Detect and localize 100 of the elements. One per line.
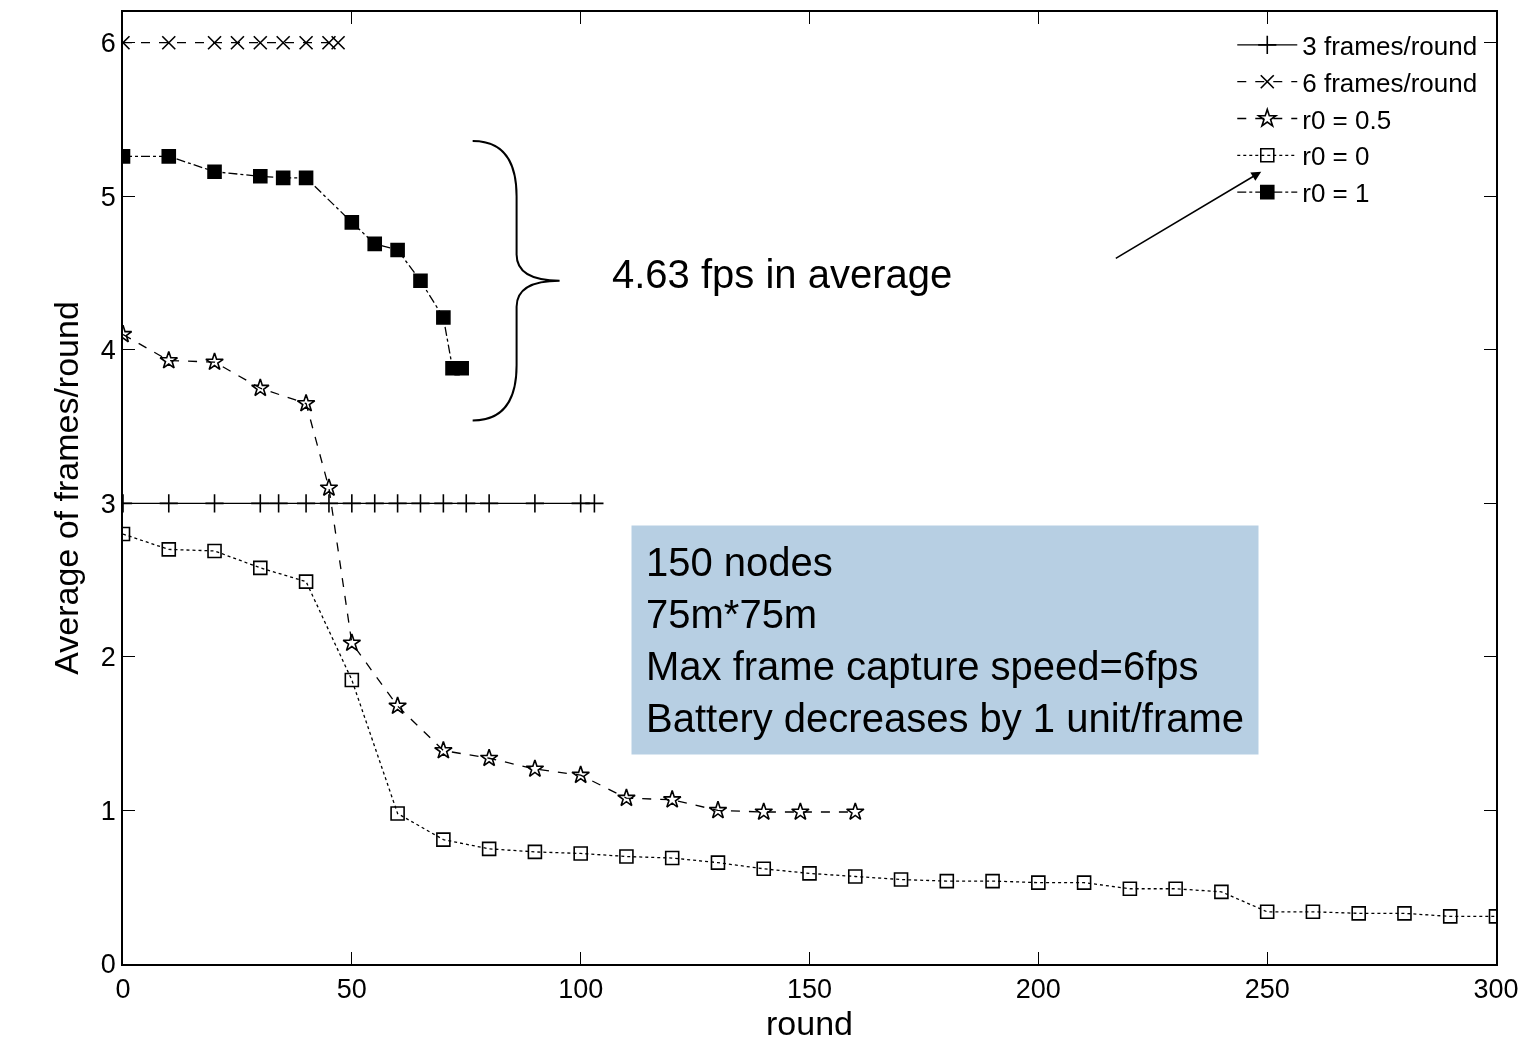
point <box>253 169 268 184</box>
point <box>710 855 726 870</box>
point <box>1351 906 1366 921</box>
point <box>1168 881 1183 897</box>
point <box>1122 881 1138 897</box>
point <box>479 493 500 514</box>
point <box>275 35 291 51</box>
point <box>205 352 224 371</box>
point <box>250 493 271 514</box>
legend-label: r0 = 0.5 <box>1302 104 1392 135</box>
legend-label: r0 = 0 <box>1302 141 1370 172</box>
point <box>1031 875 1046 890</box>
point <box>708 800 728 819</box>
point <box>275 170 291 186</box>
point <box>413 273 428 289</box>
point <box>250 378 270 397</box>
point <box>161 149 177 164</box>
y-tick-label: 1 <box>100 795 116 826</box>
point <box>298 574 314 589</box>
point <box>619 849 634 864</box>
point <box>454 360 469 376</box>
point <box>573 846 588 861</box>
point <box>525 493 545 514</box>
y-tick-label: 0 <box>100 949 116 980</box>
legend-label: 6 frames/round <box>1302 67 1478 98</box>
point <box>1397 906 1412 921</box>
point <box>230 35 245 51</box>
point <box>388 696 408 715</box>
point <box>367 236 383 252</box>
point <box>985 873 1000 889</box>
point <box>390 806 405 821</box>
point <box>584 493 605 514</box>
point <box>159 350 179 369</box>
point <box>204 493 225 514</box>
point <box>527 844 543 860</box>
x-tick-label: 100 <box>558 974 604 1005</box>
x-tick-label: 150 <box>786 974 833 1005</box>
point <box>253 560 268 576</box>
point <box>321 35 337 51</box>
point <box>845 802 865 821</box>
point <box>1259 904 1275 920</box>
point <box>161 542 177 557</box>
point <box>158 493 179 514</box>
point <box>207 35 222 51</box>
x-axis-title: round <box>766 1004 853 1043</box>
point <box>790 802 810 821</box>
annotation: 4.63 fps in average <box>612 252 953 296</box>
point <box>1442 909 1458 924</box>
y-tick-label: 3 <box>100 488 116 519</box>
y-tick-label: 2 <box>100 642 116 673</box>
point <box>754 802 774 821</box>
point <box>481 841 497 857</box>
point <box>436 310 451 325</box>
point <box>387 493 408 514</box>
point <box>410 493 431 514</box>
y-axis-title: Average of frames/round <box>46 301 85 675</box>
point <box>207 543 222 559</box>
point <box>344 215 360 230</box>
point <box>161 35 177 51</box>
point <box>319 478 339 497</box>
point <box>571 765 591 784</box>
point <box>662 789 682 808</box>
point <box>268 493 289 514</box>
point <box>756 861 772 877</box>
point <box>341 493 362 514</box>
point <box>802 866 817 881</box>
y-tick-label: 6 <box>100 28 116 59</box>
point <box>433 493 454 514</box>
point <box>436 832 451 847</box>
point <box>893 872 909 887</box>
point <box>296 393 316 412</box>
legend-label: 3 frames/round <box>1302 31 1478 62</box>
point <box>1076 875 1092 890</box>
x-tick-label: 50 <box>336 974 367 1005</box>
point <box>390 242 405 258</box>
point <box>1305 904 1321 920</box>
point <box>344 672 360 688</box>
point <box>616 788 636 807</box>
point <box>296 493 316 514</box>
point <box>319 493 339 514</box>
point <box>847 869 863 884</box>
point <box>664 850 680 866</box>
point <box>1214 884 1229 900</box>
point <box>253 35 268 51</box>
annotation: 150 nodes 75m*75m Max frame capture speed=6fps Battery decreases by 1 unit/frame <box>646 540 1245 740</box>
y-tick-label: 4 <box>100 335 116 366</box>
point <box>433 740 453 759</box>
point <box>207 164 222 179</box>
x-tick-label: 300 <box>1473 974 1519 1005</box>
x-tick-label: 200 <box>1015 974 1061 1005</box>
legend-label: r0 = 1 <box>1302 178 1370 209</box>
point <box>456 493 477 514</box>
point <box>525 759 545 778</box>
point <box>939 873 955 889</box>
point <box>298 170 314 186</box>
y-tick-label: 5 <box>100 181 116 212</box>
point <box>364 493 385 514</box>
point <box>479 748 499 767</box>
x-tick-label: 250 <box>1244 974 1290 1005</box>
point <box>342 633 362 652</box>
